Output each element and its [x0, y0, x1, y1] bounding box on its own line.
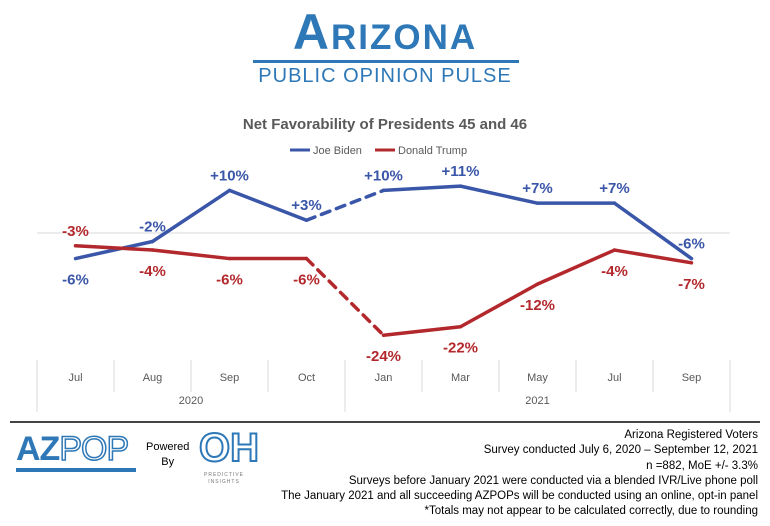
series-segment-1	[612, 248, 694, 265]
note-line: *Totals may not appear to be calculated …	[424, 505, 758, 518]
series-segment-0	[304, 188, 386, 222]
data-label: +11%	[442, 163, 480, 180]
series-segment-1	[304, 256, 386, 337]
oh-logo: OH	[198, 426, 260, 470]
series-segment-0	[612, 201, 694, 261]
survey-notes: Arizona Registered Voters Survey conduct…	[281, 428, 758, 520]
partner-name: PREDICTIVE INSIGHTS	[204, 472, 245, 485]
data-label: -12%	[520, 297, 555, 314]
data-label: +10%	[210, 167, 249, 184]
data-label: -22%	[443, 340, 478, 357]
data-label: -7%	[678, 276, 705, 293]
note-line: n =882, MoE +/- 3.3%	[646, 459, 758, 472]
series-segment-0	[73, 239, 155, 261]
data-label: +7%	[522, 180, 552, 197]
note-line: The January 2021 and all succeeding AZPO…	[281, 490, 758, 503]
x-tick-label: Sep	[220, 372, 240, 384]
footer-divider	[10, 421, 760, 423]
x-group-label: 2021	[525, 395, 549, 407]
data-label: -6%	[293, 272, 320, 289]
series-segment-1	[381, 324, 463, 337]
x-tick-label: Jul	[68, 372, 82, 384]
series-segment-0	[458, 184, 540, 205]
by-text: By	[161, 456, 175, 468]
azpop-logo-bar	[16, 468, 136, 472]
azpop-logo: AZPOP	[16, 430, 130, 468]
data-label: +7%	[599, 180, 629, 197]
x-tick-label: Sep	[682, 372, 702, 384]
data-label: -6%	[678, 236, 705, 253]
data-label: +10%	[364, 167, 403, 184]
x-tick-label: Oct	[298, 372, 315, 384]
series-segment-1	[535, 248, 617, 286]
note-line: Surveys before January 2021 were conduct…	[348, 474, 758, 487]
series-segment-0	[381, 184, 463, 193]
data-label: -6%	[216, 272, 243, 289]
legend-label: Joe Biden	[313, 145, 362, 157]
x-tick-label: Aug	[143, 372, 163, 384]
data-label: -3%	[62, 223, 89, 240]
note-line: Arizona Registered Voters	[624, 429, 758, 441]
series-segment-0	[227, 188, 309, 222]
series-segment-1	[458, 282, 540, 329]
x-tick-label: Jan	[375, 372, 393, 384]
series-segment-0	[150, 188, 232, 244]
data-label: -4%	[139, 263, 166, 280]
data-label: -4%	[601, 263, 628, 280]
data-label: +3%	[291, 197, 321, 214]
data-label: -6%	[62, 272, 89, 289]
chart-title: Net Favorability of Presidents 45 and 46	[242, 116, 528, 133]
x-tick-label: May	[527, 372, 548, 384]
x-tick-label: Jul	[607, 372, 621, 384]
x-group-label: 2020	[179, 395, 203, 407]
powered-by: Powered By	[146, 440, 189, 470]
series-segment-1	[73, 244, 155, 252]
note-line: Survey conducted July 6, 2020 – Septembe…	[483, 444, 758, 457]
x-tick-label: Mar	[451, 372, 470, 384]
data-label: -24%	[366, 348, 401, 365]
series-segment-1	[150, 248, 232, 261]
brand-underline	[253, 60, 519, 63]
powered-text: Powered	[146, 441, 190, 453]
brand-subtitle: PUBLIC OPINION PULSE	[258, 65, 512, 87]
line-chart: Joe Biden Donald Trump Jul Aug Sep Oct Jan Mar M…	[36, 145, 731, 412]
data-label: -2%	[139, 219, 166, 236]
legend-label: Donald Trump	[398, 145, 467, 157]
brand-logo-text: Arizona	[292, 4, 478, 60]
